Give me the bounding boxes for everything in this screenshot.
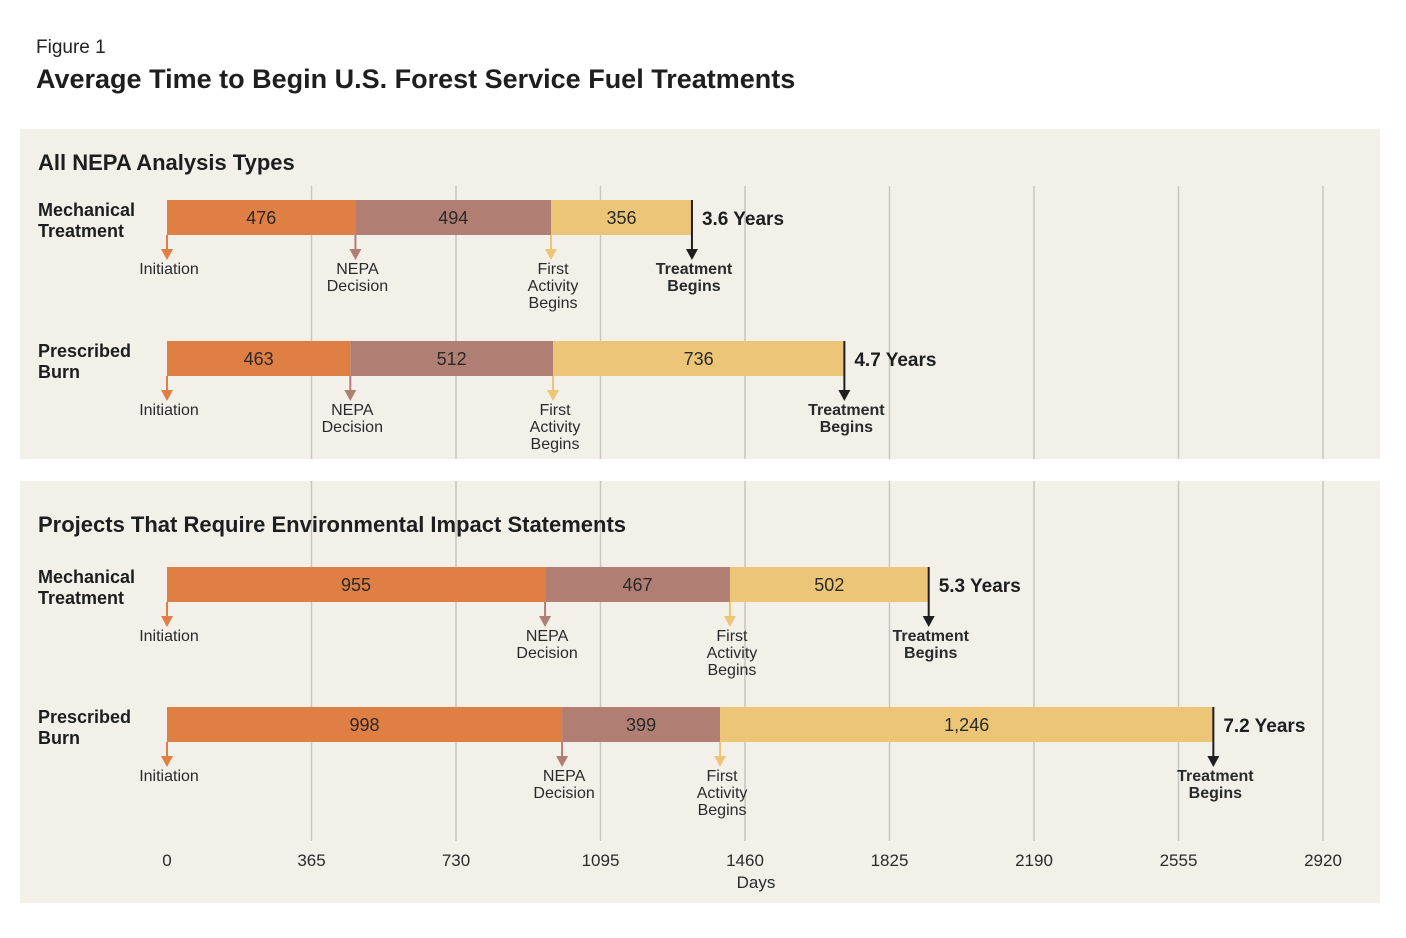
total-duration-label: 4.7 Years xyxy=(854,350,936,371)
bar-segment-first-activity-begins xyxy=(551,200,692,235)
stage-label-first-activity-begins: First Activity Begins xyxy=(707,628,758,679)
segment-value-label: 463 xyxy=(244,349,274,369)
row-label: Mechanical Treatment xyxy=(38,567,135,608)
arrow-treatment-begins xyxy=(922,567,935,627)
row-label: Prescribed Burn xyxy=(38,707,131,748)
bar-segment-initiation xyxy=(167,567,546,602)
arrow-treatment-begins xyxy=(838,341,851,401)
total-duration-label: 3.6 Years xyxy=(702,209,784,230)
segment-value-label: 512 xyxy=(437,349,467,369)
stage-label-nepa-decision: NEPA Decision xyxy=(322,402,383,436)
segment-value-label: 502 xyxy=(814,575,844,595)
stage-label-treatment-begins: Treatment Begins xyxy=(892,628,969,662)
x-axis-label: Days xyxy=(737,873,776,892)
stage-label-nepa-decision: NEPA Decision xyxy=(533,768,594,802)
stage-label-initiation: Initiation xyxy=(139,628,199,645)
bar-segment-initiation xyxy=(167,341,351,376)
bar-segment-initiation xyxy=(167,200,356,235)
bar-segment-nepa-decision xyxy=(545,567,730,602)
figure-title: Average Time to Begin U.S. Forest Servic… xyxy=(36,64,796,94)
arrow-nepa-decision xyxy=(344,376,357,401)
stage-label-first-activity-begins: First Activity Begins xyxy=(528,261,579,312)
bar-segment-nepa-decision xyxy=(562,707,721,742)
x-tick-label: 2555 xyxy=(1160,851,1198,870)
arrow-nepa-decision xyxy=(539,602,552,627)
segment-value-label: 1,246 xyxy=(944,715,989,735)
stage-label-nepa-decision: NEPA Decision xyxy=(516,628,577,662)
panel-background-2 xyxy=(20,481,1380,903)
figure-label: Figure 1 xyxy=(36,37,106,58)
segment-value-label: 736 xyxy=(684,349,714,369)
segment-value-label: 998 xyxy=(350,715,380,735)
arrow-nepa-decision xyxy=(349,235,362,260)
x-tick-label: 1095 xyxy=(582,851,620,870)
arrow-first-activity-begins xyxy=(723,602,736,627)
arrow-treatment-begins xyxy=(1207,707,1220,767)
x-tick-label: 1460 xyxy=(726,851,764,870)
stage-label-treatment-begins: Treatment Begins xyxy=(656,261,733,295)
bar-segment-first-activity-begins xyxy=(552,341,845,376)
bar-segment-nepa-decision xyxy=(350,341,553,376)
stage-label-first-activity-begins: First Activity Begins xyxy=(697,768,748,819)
arrow-nepa-decision xyxy=(556,742,569,767)
stage-label-initiation: Initiation xyxy=(139,261,199,278)
segment-value-label: 955 xyxy=(341,575,371,595)
arrow-first-activity-begins xyxy=(714,742,727,767)
arrow-treatment-begins xyxy=(685,200,698,260)
bar-segment-first-activity-begins xyxy=(729,567,929,602)
panel-title-2: Projects That Require Environmental Impa… xyxy=(38,512,626,537)
arrow-initiation xyxy=(161,742,173,767)
bar-segment-initiation xyxy=(167,707,563,742)
x-tick-label: 1825 xyxy=(871,851,909,870)
row-label: Mechanical Treatment xyxy=(38,200,135,241)
segment-value-label: 356 xyxy=(606,208,636,228)
bar-segment-first-activity-begins xyxy=(720,707,1214,742)
stage-label-first-activity-begins: First Activity Begins xyxy=(530,402,581,453)
x-tick-label: 0 xyxy=(162,851,171,870)
x-tick-label: 2920 xyxy=(1304,851,1342,870)
stage-label-initiation: Initiation xyxy=(139,768,199,785)
total-duration-label: 5.3 Years xyxy=(939,576,1021,597)
arrow-initiation xyxy=(161,376,173,401)
arrow-first-activity-begins xyxy=(546,376,559,401)
segment-value-label: 494 xyxy=(438,208,468,228)
x-tick-label: 2190 xyxy=(1015,851,1053,870)
arrow-first-activity-begins xyxy=(545,235,558,260)
x-tick-label: 730 xyxy=(442,851,470,870)
row-label: Prescribed Burn xyxy=(38,341,131,382)
arrow-initiation xyxy=(161,602,173,627)
arrow-initiation xyxy=(161,235,173,260)
stage-label-nepa-decision: NEPA Decision xyxy=(327,261,388,295)
panel-background-1 xyxy=(20,129,1380,459)
segment-value-label: 476 xyxy=(246,208,276,228)
stage-label-treatment-begins: Treatment Begins xyxy=(1177,768,1254,802)
segment-value-label: 467 xyxy=(622,575,652,595)
total-duration-label: 7.2 Years xyxy=(1223,716,1305,737)
stage-label-treatment-begins: Treatment Begins xyxy=(808,402,885,436)
segment-value-label: 399 xyxy=(626,715,656,735)
x-tick-label: 365 xyxy=(297,851,325,870)
panel-title-1: All NEPA Analysis Types xyxy=(38,150,295,175)
bar-segment-nepa-decision xyxy=(355,200,552,235)
stage-label-initiation: Initiation xyxy=(139,402,199,419)
